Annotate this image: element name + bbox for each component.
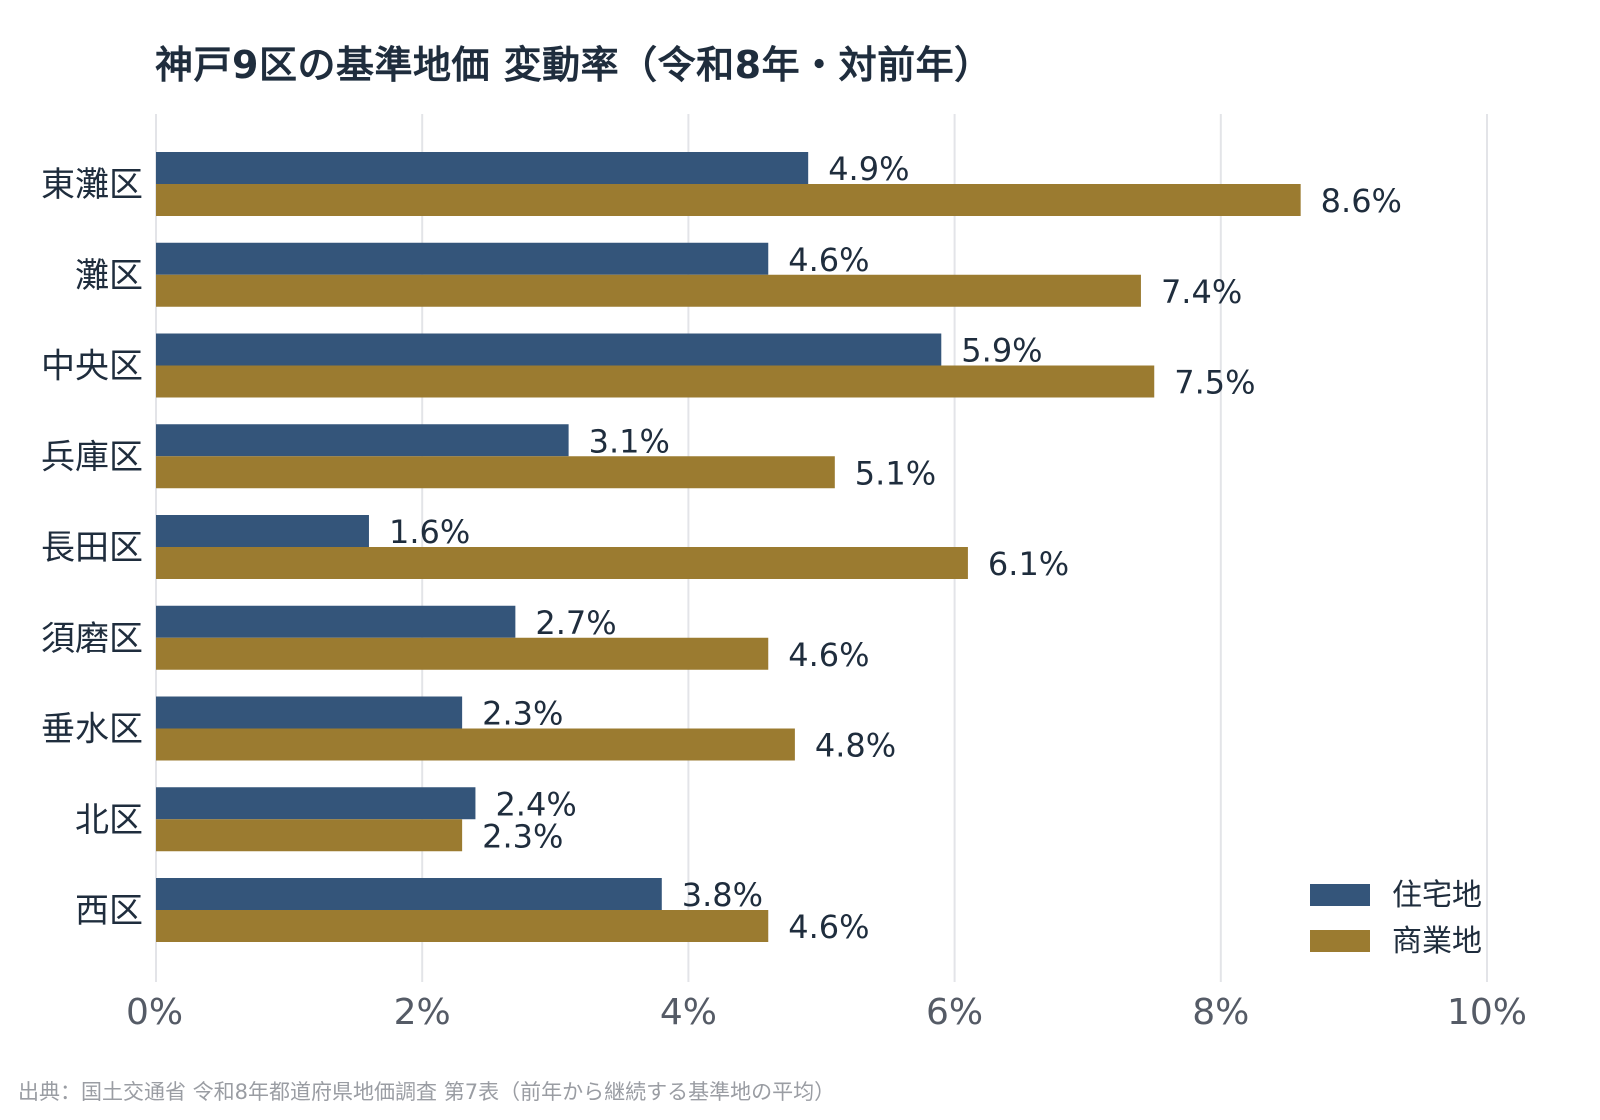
value-labels: 4.9% 8.6% 4.6% 7.4% 5.9% 7.5% 3.1% 5.1% 1.6% 6.1%… [389,150,1402,946]
value-label: 4.8% [815,727,896,765]
bar-commercial [156,819,463,852]
bar-commercial [156,365,1155,398]
bar-residential [156,787,476,820]
category-label: 北区 [75,800,143,840]
value-label: 6.1% [988,545,1069,583]
bars [156,152,1301,942]
value-label: 4.6% [788,636,869,674]
x-tick-label: 10% [1447,992,1527,1033]
category-label: 東灘区 [41,165,143,205]
category-label: 長田区 [41,528,143,568]
bar-residential [156,333,942,366]
bar-residential [156,696,463,729]
bar-commercial [156,910,769,942]
category-label: 中央区 [41,347,143,387]
bar-residential [156,515,369,547]
x-tick-label: 6% [926,992,983,1033]
value-label: 4.9% [828,150,909,188]
legend-swatch-residential [1310,884,1370,906]
bar-residential [156,242,769,275]
bar-commercial [156,456,835,489]
bar-chart: 4.9% 8.6% 4.6% 7.4% 5.9% 7.5% 3.1% 5.1% 1.6% 6.1%… [41,114,1527,1033]
legend-label: 住宅地 [1392,878,1482,913]
x-tick-label: 0% [126,992,183,1033]
x-tick-label: 2% [394,992,451,1033]
value-label: 2.4% [495,785,576,823]
value-label: 2.3% [482,817,563,855]
x-axis-ticks: 0% 2% 4% 6% 8% 10% [126,992,1527,1033]
category-label: 西区 [75,891,143,931]
value-label: 1.6% [389,513,470,551]
value-label: 7.5% [1174,364,1255,402]
bar-residential [156,605,516,638]
value-label: 4.6% [788,241,869,279]
x-tick-label: 8% [1192,992,1249,1033]
bar-commercial [156,547,968,579]
value-label: 5.9% [961,332,1042,370]
value-label: 7.4% [1161,273,1242,311]
category-label: 須磨区 [41,619,143,659]
source-note: 出典：国土交通省 令和8年都道府県地価調査 第7表（前年から継続する基準地の平均… [18,1080,836,1104]
category-label: 兵庫区 [41,437,143,477]
bar-commercial [156,184,1301,216]
bar-commercial [156,274,1141,307]
bar-residential [156,152,809,184]
bar-residential [156,424,569,457]
bar-residential [156,878,662,910]
value-label: 3.1% [589,422,670,460]
value-label: 5.1% [855,454,936,492]
chart-title: 神戸9区の基準地価 変動率（令和8年・対前年） [155,43,993,87]
value-label: 3.8% [682,876,763,914]
value-label: 2.7% [535,604,616,642]
category-label: 灘区 [75,256,143,296]
category-label: 垂水区 [41,710,143,750]
legend-label: 商業地 [1392,924,1482,959]
value-label: 4.6% [788,908,869,946]
x-tick-label: 4% [660,992,717,1033]
value-label: 2.3% [482,695,563,733]
value-label: 8.6% [1321,182,1402,220]
bar-commercial [156,728,795,761]
bar-commercial [156,637,769,670]
legend-swatch-commercial [1310,930,1370,952]
